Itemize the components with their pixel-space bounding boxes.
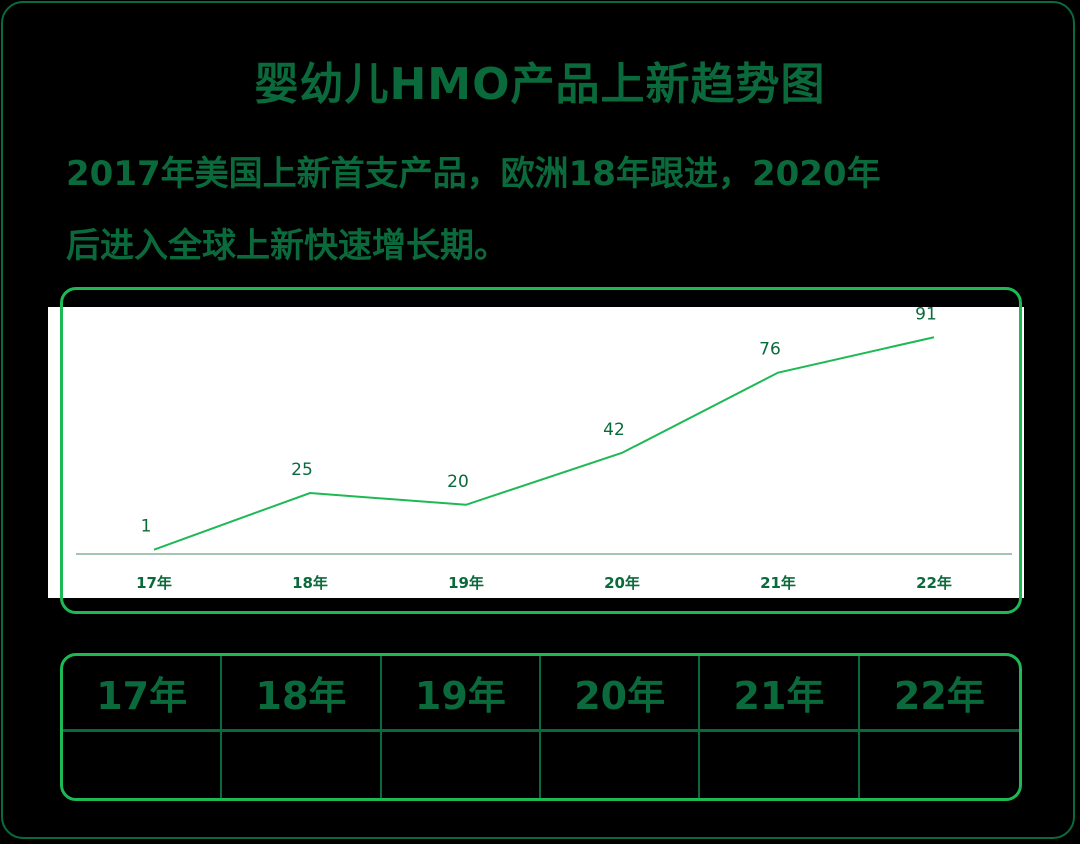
subtitle-line-1: 2017年美国上新首支产品，欧洲18年跟进，2020年 <box>66 154 881 194</box>
table-cell <box>541 732 701 798</box>
page-title: 婴幼儿HMO产品上新趋势图 <box>254 59 826 110</box>
line-chart: 1 25 20 42 76 91 17年 18年 19年 20年 21年 22年 <box>76 307 1012 592</box>
table-cell <box>382 732 541 798</box>
table-cell <box>63 732 223 798</box>
data-label: 25 <box>291 460 313 480</box>
data-label: 91 <box>915 307 937 324</box>
table-header-cell: 21年 <box>700 656 860 732</box>
table-header-cell: 20年 <box>540 656 701 732</box>
x-tick-label: 17年 <box>136 574 172 592</box>
chart-background <box>48 307 1024 598</box>
data-label: 1 <box>141 517 152 537</box>
data-label: 20 <box>447 472 469 492</box>
x-tick-label: 19年 <box>448 574 484 592</box>
chart-border <box>60 287 1022 614</box>
x-tick-label: 21年 <box>760 574 796 592</box>
subtitle: 2017年美国上新首支产品，欧洲18年跟进，2020年 后进入全球上新快速增长期… <box>66 138 1026 282</box>
data-labels: 1 25 20 42 76 91 <box>141 307 937 537</box>
table-cell <box>700 732 860 798</box>
x-tick-labels: 17年 18年 19年 20年 21年 22年 <box>136 574 952 592</box>
x-tick-label: 20年 <box>604 574 640 592</box>
year-table: 17年 18年 19年 20年 21年 22年 <box>60 653 1022 801</box>
table-cell <box>222 732 382 798</box>
data-label: 76 <box>759 340 781 360</box>
x-tick-label: 18年 <box>292 574 328 592</box>
table-header-cell: 22年 <box>859 656 1019 732</box>
x-tick-label: 22年 <box>916 574 952 592</box>
data-label: 42 <box>603 420 625 440</box>
subtitle-line-2: 后进入全球上新快速增长期。 <box>66 226 508 266</box>
table-header-cell: 19年 <box>381 656 541 732</box>
table-header-cell: 17年 <box>63 656 223 732</box>
table-header-cell: 18年 <box>222 656 382 732</box>
trend-line <box>153 336 935 551</box>
table-cell <box>860 732 1019 798</box>
